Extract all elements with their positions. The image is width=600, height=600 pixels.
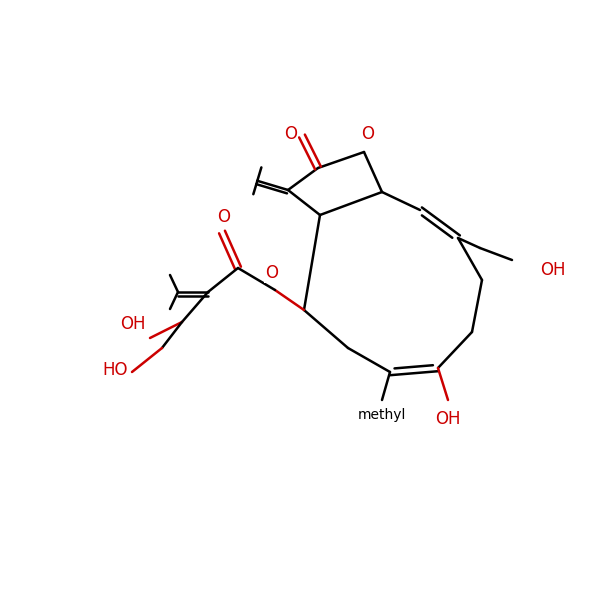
- Text: OH: OH: [121, 315, 146, 333]
- Text: O: O: [361, 125, 374, 143]
- Text: methyl: methyl: [358, 408, 406, 422]
- Text: O: O: [284, 125, 297, 143]
- Text: OH: OH: [435, 410, 461, 428]
- Text: O: O: [265, 264, 278, 282]
- Text: OH: OH: [540, 261, 566, 279]
- Text: HO: HO: [103, 361, 128, 379]
- Text: O: O: [218, 208, 230, 226]
